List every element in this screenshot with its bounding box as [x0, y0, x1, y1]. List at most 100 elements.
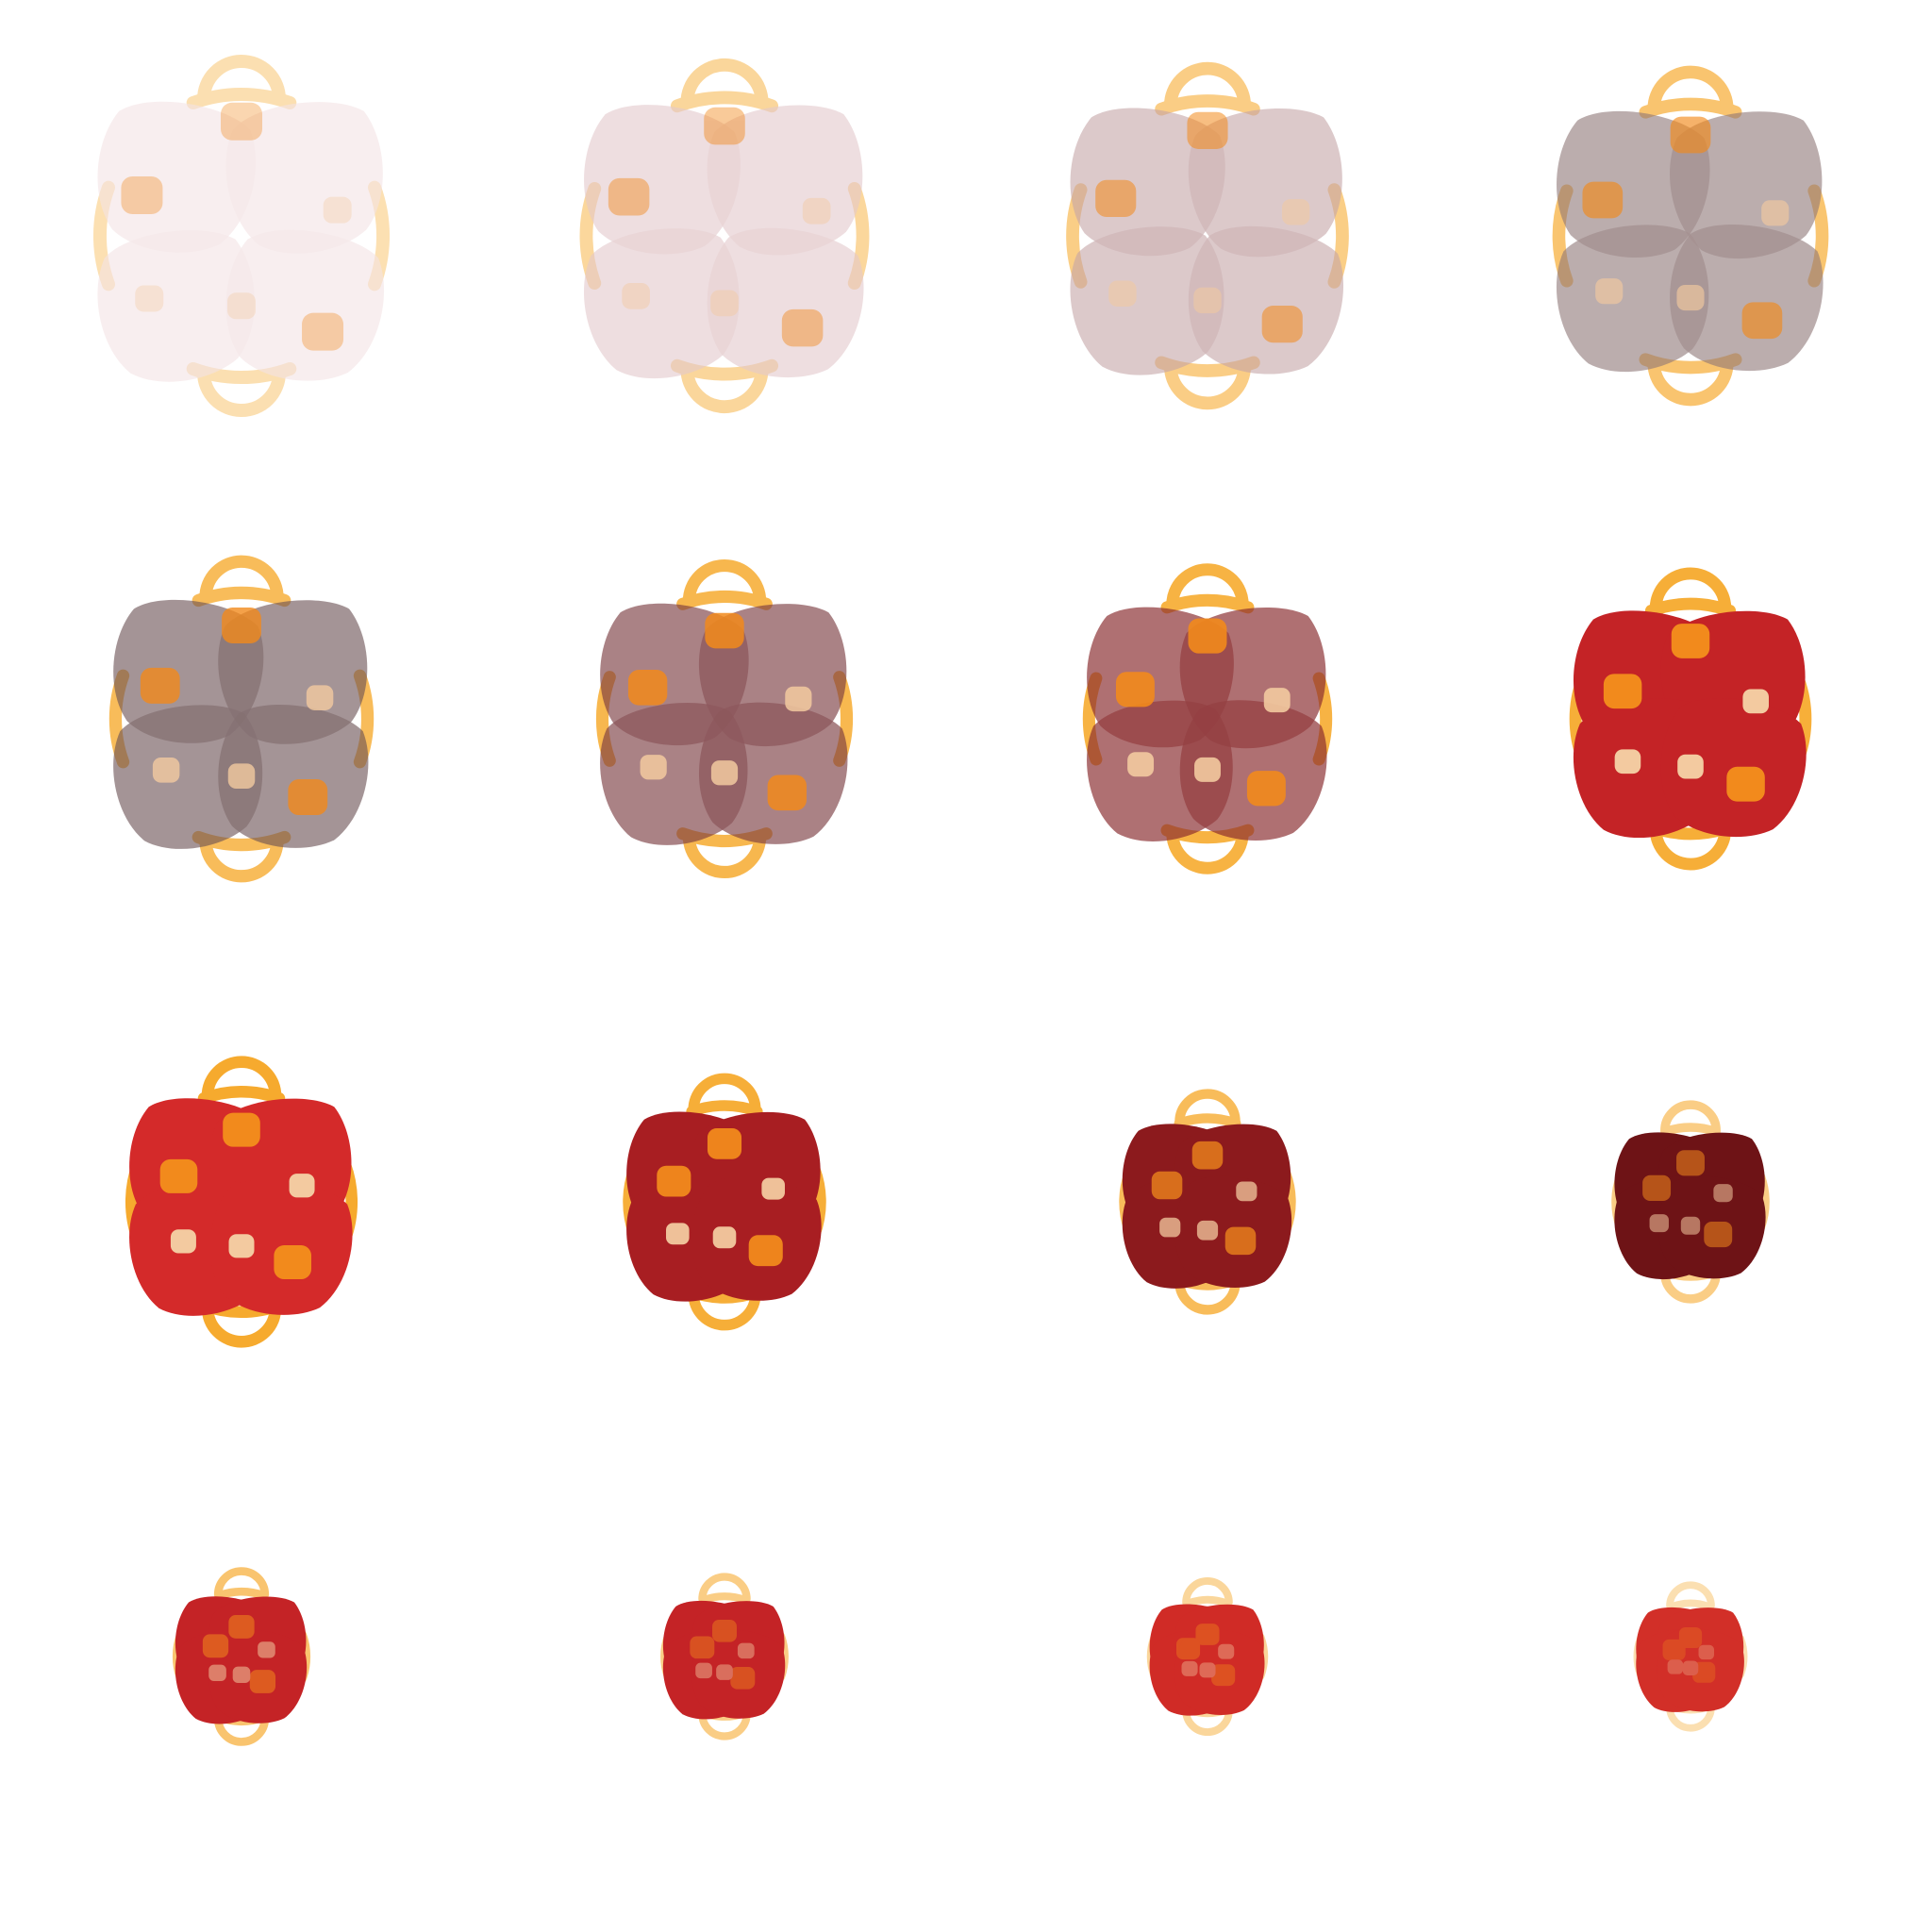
- nuggets: [1095, 111, 1310, 343]
- ring-arc-bottom: [1666, 1703, 1715, 1732]
- nugget-small: [208, 1664, 226, 1681]
- ring-arc: [215, 1587, 268, 1600]
- nugget-small: [1263, 688, 1291, 713]
- nugget-large: [1188, 618, 1227, 654]
- petal-cluster: [175, 1596, 308, 1724]
- nugget-large: [1195, 1624, 1220, 1645]
- ring-arc-bottom: [1166, 826, 1249, 874]
- nugget-small: [1680, 1216, 1701, 1235]
- ring-arc-bottom: [680, 362, 769, 414]
- petal: [1174, 1628, 1265, 1715]
- sprite-frame-7: [966, 483, 1449, 966]
- nuggets: [657, 1127, 785, 1267]
- sprite-frame-15: [966, 1449, 1449, 1932]
- nugget-small: [1595, 278, 1624, 305]
- frame-graphic: [579, 58, 870, 414]
- nugget-large: [288, 779, 328, 816]
- nugget-small: [232, 1666, 251, 1684]
- nugget-small: [1236, 1181, 1257, 1202]
- petal: [707, 105, 863, 256]
- nuggets: [140, 607, 334, 816]
- nugget-small: [1196, 1220, 1219, 1241]
- nugget-large: [1224, 1226, 1257, 1256]
- nugget-large: [781, 308, 824, 347]
- petal: [97, 230, 255, 382]
- nugget-small: [712, 1226, 737, 1249]
- ring-arc-bottom: [199, 834, 284, 883]
- nugget-large: [707, 1127, 742, 1159]
- ring-arc-top: [213, 1567, 270, 1599]
- nuggets: [121, 102, 352, 351]
- sprite-frame-1: [0, 0, 483, 483]
- nugget-large: [1246, 771, 1286, 807]
- nugget-small: [135, 285, 164, 312]
- sprite-frame-2: [483, 0, 966, 483]
- nugget-small: [695, 1662, 712, 1679]
- frame-graphic: [1066, 61, 1349, 410]
- petal-cluster: [1087, 607, 1327, 841]
- nugget-large: [690, 1636, 715, 1659]
- explosion-sprite: [1611, 1100, 1770, 1304]
- ring-arc: [1644, 597, 1737, 617]
- explosion-sprite: [579, 58, 870, 414]
- frame-graphic: [595, 558, 854, 879]
- nuggets: [1582, 116, 1790, 340]
- nugget-large: [249, 1670, 276, 1693]
- ring-arc-top: [682, 558, 767, 608]
- petal-cluster: [97, 101, 384, 382]
- nugget-large: [140, 667, 180, 704]
- nugget-small: [170, 1229, 196, 1254]
- frame-graphic: [660, 1573, 789, 1740]
- nugget-large: [1095, 179, 1137, 217]
- petal: [1557, 225, 1709, 373]
- petal: [225, 102, 383, 254]
- sprite-frame-10: [483, 966, 966, 1449]
- petal: [97, 101, 256, 253]
- nugget-small: [710, 760, 739, 786]
- nugget-small: [306, 685, 334, 710]
- nugget-small: [716, 1664, 733, 1680]
- nugget-small: [802, 197, 831, 225]
- petal-cluster: [1614, 1132, 1766, 1279]
- explosion-sprite: [595, 558, 854, 879]
- nugget-small: [1159, 1217, 1181, 1238]
- ring-arc-bottom: [1163, 359, 1252, 410]
- ring-arc-bottom: [688, 1289, 761, 1331]
- ring-arc-bottom: [201, 1301, 282, 1348]
- nugget-small: [710, 290, 739, 317]
- nugget-small: [761, 1177, 785, 1200]
- nugget-large: [1115, 672, 1155, 708]
- nugget-large: [1261, 306, 1303, 343]
- nugget-small: [1677, 754, 1704, 779]
- explosion-sprite: [93, 55, 390, 417]
- nugget-large: [1603, 674, 1642, 709]
- petal: [584, 228, 740, 379]
- ring-arc-bottom: [1647, 356, 1734, 407]
- ring-arc-top: [680, 58, 769, 109]
- ring-arc-top: [1666, 1581, 1715, 1610]
- nugget-large: [712, 1620, 737, 1642]
- ring-arc: [1174, 1113, 1241, 1129]
- ring-arc-top: [1163, 61, 1252, 112]
- nugget-small: [1713, 1184, 1733, 1203]
- nugget-large: [274, 1245, 311, 1280]
- explosion-sprite: [1082, 563, 1333, 874]
- explosion-sprite: [172, 1567, 311, 1746]
- nugget-small: [1193, 287, 1222, 314]
- frame-graphic: [125, 1056, 358, 1348]
- sprite-frame-13: [0, 1449, 483, 1932]
- petal: [584, 105, 741, 255]
- ring-arc: [1660, 1123, 1721, 1137]
- nugget-small: [1676, 284, 1705, 311]
- nugget-large: [1582, 181, 1624, 219]
- nugget-large: [705, 612, 744, 649]
- ring-arc: [700, 1592, 749, 1605]
- sprite-frame-16: [1449, 1449, 1932, 1932]
- nuggets: [1151, 1141, 1257, 1256]
- nuggets: [1662, 1627, 1716, 1683]
- frame-graphic: [1552, 65, 1829, 407]
- nugget-small: [785, 686, 812, 712]
- nuggets: [627, 612, 812, 811]
- nugget-large: [228, 1615, 255, 1639]
- nugget-large: [1670, 116, 1711, 154]
